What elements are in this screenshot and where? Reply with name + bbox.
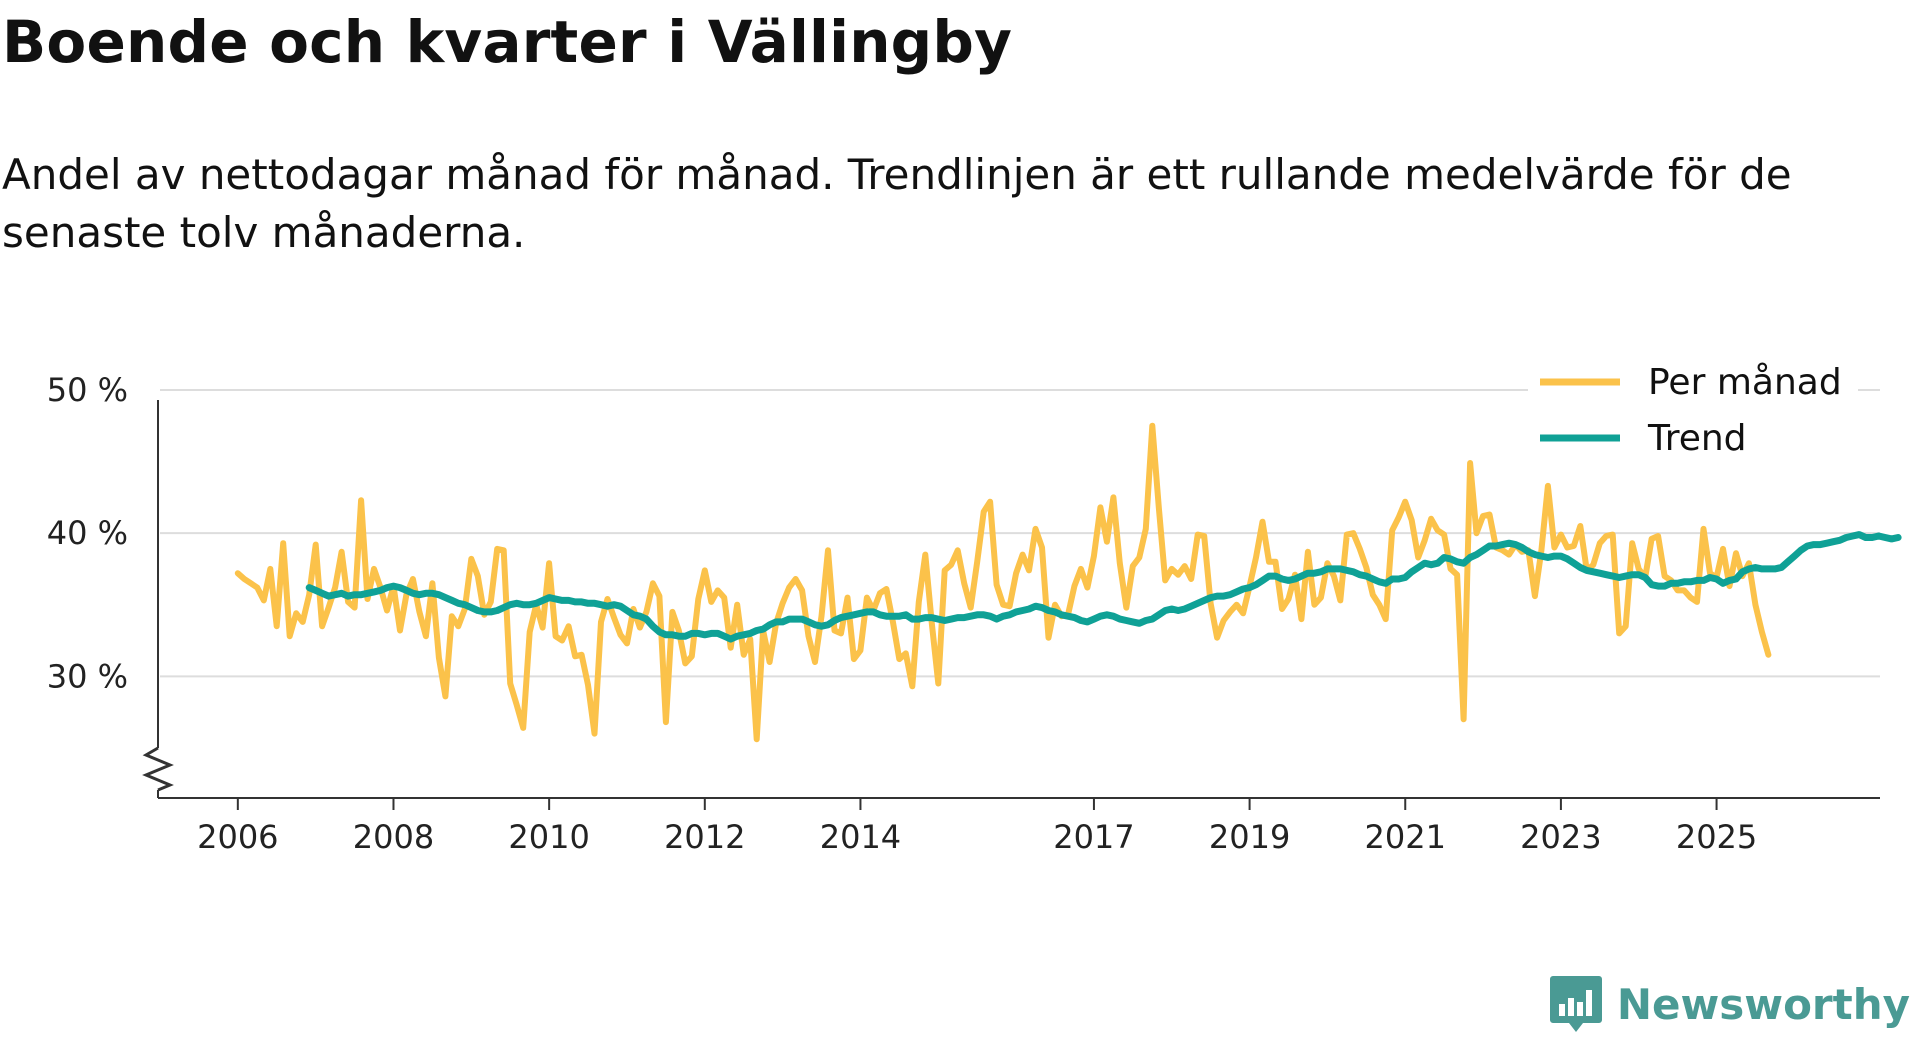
newsworthy-logo: Newsworthy xyxy=(1549,974,1910,1034)
series-line-per-manad xyxy=(234,422,1772,743)
chart-subtitle: Andel av nettodagar månad för månad. Tre… xyxy=(2,150,1792,257)
legend-label: Trend xyxy=(1647,418,1747,459)
legend-background xyxy=(1528,354,1858,472)
x-tick-label: 2019 xyxy=(1209,818,1290,856)
x-tick-label: 2017 xyxy=(1053,818,1134,856)
x-tick-label: 2008 xyxy=(353,818,434,856)
legend-label: Per månad xyxy=(1648,362,1842,403)
series-line-trend xyxy=(305,531,1902,643)
y-axis-break-mark xyxy=(142,746,174,792)
x-tick-label: 2006 xyxy=(197,818,278,856)
x-tick-label: 2021 xyxy=(1365,818,1446,856)
axes xyxy=(142,400,1880,810)
y-tick-label: 50 % xyxy=(47,371,128,409)
y-tick-labels: 30 % 40 % 50 % xyxy=(47,371,128,695)
x-tick-label: 2025 xyxy=(1676,818,1757,856)
y-tick-label: 30 % xyxy=(47,657,128,695)
chart-title: Boende och kvarter i Vällingby xyxy=(2,8,1013,76)
legend: Per månad Trend xyxy=(1528,354,1858,472)
newsworthy-logo-icon xyxy=(1549,976,1602,1032)
x-tick-label: 2023 xyxy=(1520,818,1601,856)
newsworthy-logo-text: Newsworthy xyxy=(1616,979,1910,1029)
y-tick-label: 40 % xyxy=(47,514,128,552)
x-tick-label: 2014 xyxy=(820,818,901,856)
x-tick-label: 2012 xyxy=(664,818,745,856)
series-lines xyxy=(234,422,1902,743)
x-tick-label: 2010 xyxy=(508,818,589,856)
x-tick-labels: 2006 2008 2010 2012 2014 2017 2019 2021 2023 2025 xyxy=(197,818,1757,856)
